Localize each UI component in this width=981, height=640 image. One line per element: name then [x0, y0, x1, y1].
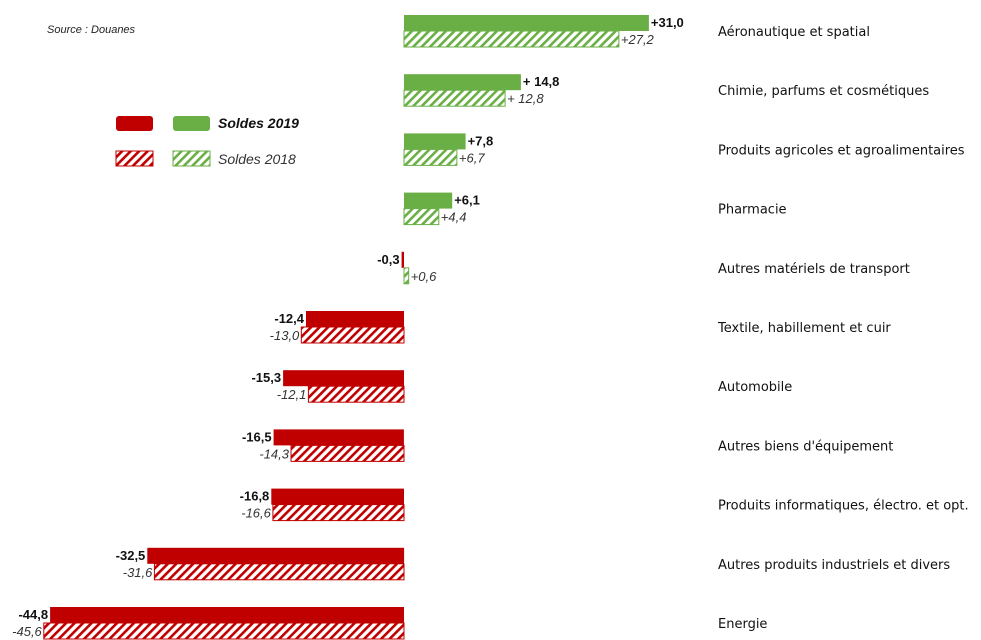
bar-2019: [401, 251, 404, 268]
data-label-2019: + 14,8: [523, 74, 560, 89]
bar-2019: [271, 488, 404, 505]
category-label: Produits agricoles et agroalimentaires: [718, 143, 965, 158]
data-label-2019: -32,5: [116, 548, 146, 563]
bar-2018: [403, 208, 440, 226]
data-label-2018: +0,6: [411, 269, 437, 284]
legend-swatch-2018-positive: [172, 150, 211, 167]
data-label-2018: + 12,8: [507, 91, 544, 106]
data-label-2018: -45,6: [12, 624, 42, 639]
legend-label-2018: Soldes 2018: [218, 151, 296, 167]
data-label-2018: -13,0: [270, 328, 300, 343]
legend-swatch-2019-negative: [116, 116, 153, 131]
data-label-2018: -31,6: [123, 565, 153, 580]
data-label-2018: -16,6: [241, 506, 271, 521]
bar-2019: [306, 311, 404, 327]
bar-2019: [404, 133, 466, 150]
data-label-2018: +4,4: [441, 210, 467, 225]
data-label-2019: -16,5: [242, 429, 272, 444]
data-label-2019: -0,3: [377, 252, 399, 267]
data-label-2018: -14,3: [259, 446, 289, 461]
bar-2019: [404, 74, 521, 91]
data-label-2018: -12,1: [277, 387, 307, 402]
bar-2018: [290, 444, 405, 462]
bar-2018: [403, 89, 506, 107]
data-label-2019: -15,3: [251, 370, 281, 385]
data-label-2019: +31,0: [651, 15, 684, 30]
legend-swatch-2018-negative: [115, 150, 154, 167]
data-label-2019: -12,4: [274, 311, 304, 326]
bar-2018: [403, 267, 410, 285]
bar-2019: [283, 370, 404, 387]
data-label-2018: +6,7: [459, 150, 485, 165]
category-label: Aéronautique et spatial: [718, 25, 870, 40]
bar-2019: [147, 547, 405, 564]
bar-2018: [307, 385, 405, 403]
legend: Soldes 2019 Soldes 2018: [115, 115, 299, 167]
category-label: Energie: [718, 617, 767, 632]
data-label-2018: +27,2: [621, 32, 655, 47]
bar-2018: [300, 326, 405, 344]
data-label-2019: +7,8: [468, 133, 494, 148]
bar-2018: [403, 148, 458, 166]
category-label: Autres matériels de transport: [718, 262, 910, 277]
legend-label-2019: Soldes 2019: [218, 115, 299, 131]
category-label: Pharmacie: [718, 203, 787, 218]
bar-2018: [272, 504, 405, 522]
bar-2018: [403, 30, 620, 48]
source-note: Source : Douanes: [47, 24, 136, 36]
category-label: Produits informatiques, électro. et opt.: [718, 499, 969, 514]
data-label-2019: -16,8: [240, 489, 270, 504]
legend-swatch-2019-positive: [173, 116, 210, 131]
bar-2018: [153, 563, 405, 581]
bar-2019: [50, 607, 404, 623]
bar-2019: [273, 429, 404, 446]
bar-2018: [43, 622, 405, 640]
category-label: Autres produits industriels et divers: [718, 558, 950, 573]
data-label-2019: -44,8: [18, 607, 48, 622]
category-label: Automobile: [718, 380, 792, 395]
category-label: Textile, habillement et cuir: [717, 321, 891, 336]
bar-2019: [404, 192, 453, 209]
category-label: Autres biens d'équipement: [718, 439, 893, 454]
bar-2019: [404, 15, 649, 31]
data-label-2019: +6,1: [454, 193, 480, 208]
category-label: Chimie, parfums et cosmétiques: [718, 84, 929, 99]
